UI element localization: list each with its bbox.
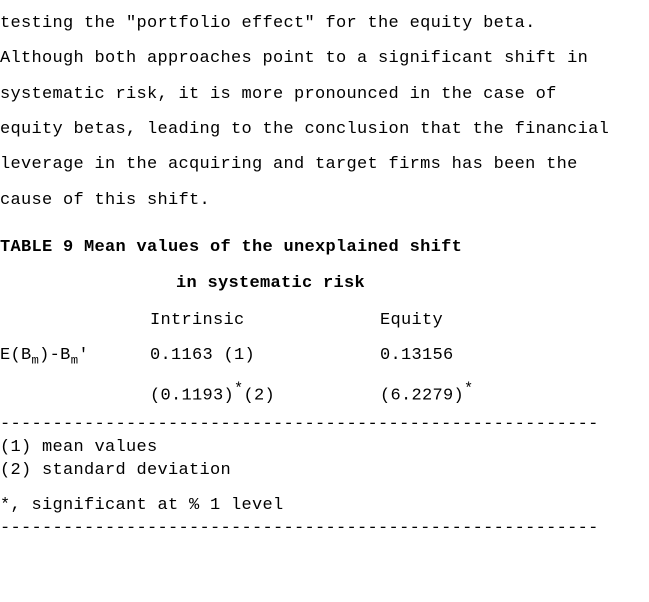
divider-bottom: ----------------------------------------… <box>0 518 649 541</box>
intrinsic-sd-a: (0.1193) <box>150 387 234 406</box>
header-empty <box>0 303 150 338</box>
cell-intrinsic-2: (0.1193)*(2) <box>150 374 380 414</box>
table-row-2: (0.1193)*(2) (6.2279)* <box>0 374 649 414</box>
header-intrinsic: Intrinsic <box>150 303 380 338</box>
cell-equity-2: (6.2279)* <box>380 374 649 414</box>
table-row-1: E(Bm)-Bm' 0.1163 (1) 0.13156 <box>0 338 649 374</box>
paragraph-line-1: testing the "portfolio effect" for the e… <box>0 6 649 41</box>
sig-prefix: *, significant at % 1 <box>0 496 231 515</box>
paragraph-line-4: equity betas, leading to the conclusion … <box>0 112 649 147</box>
intrinsic-sd-b: (2) <box>244 387 276 406</box>
note-2: (2) standard deviation <box>0 460 649 483</box>
equity-star-icon: * <box>464 380 473 398</box>
paragraph-line-2: Although both approaches point to a sign… <box>0 41 649 76</box>
paragraph-line-6: cause of this shift. <box>0 183 649 218</box>
label-part-3: ' <box>78 346 89 365</box>
row-label-empty <box>0 374 150 414</box>
table-notes: ----------------------------------------… <box>0 414 649 541</box>
paragraph-line-5: leverage in the acquiring and target fir… <box>0 147 649 182</box>
cell-equity-1: 0.13156 <box>380 338 649 374</box>
divider-top: ----------------------------------------… <box>0 414 649 437</box>
note-1: (1) mean values <box>0 437 649 460</box>
label-part-2: )-B <box>39 346 71 365</box>
cell-intrinsic-1: 0.1163 (1) <box>150 338 380 374</box>
table-title-line-1: TABLE 9 Mean values of the unexplained s… <box>0 230 649 265</box>
intrinsic-star-icon: * <box>234 380 243 398</box>
data-table: Intrinsic Equity E(Bm)-Bm' 0.1163 (1) 0.… <box>0 303 649 414</box>
table-header-row: Intrinsic Equity <box>0 303 649 338</box>
equity-sd-a: (6.2279) <box>380 387 464 406</box>
label-part-1: E(B <box>0 346 32 365</box>
note-significance: *, significant at % 1 level <box>0 495 649 518</box>
sig-word: level <box>231 496 284 515</box>
row-label: E(Bm)-Bm' <box>0 338 150 374</box>
page: testing the "portfolio effect" for the e… <box>0 0 649 602</box>
header-equity: Equity <box>380 303 649 338</box>
paragraph-line-3: systematic risk, it is more pronounced i… <box>0 77 649 112</box>
table-title-line-2: in systematic risk <box>0 266 649 301</box>
